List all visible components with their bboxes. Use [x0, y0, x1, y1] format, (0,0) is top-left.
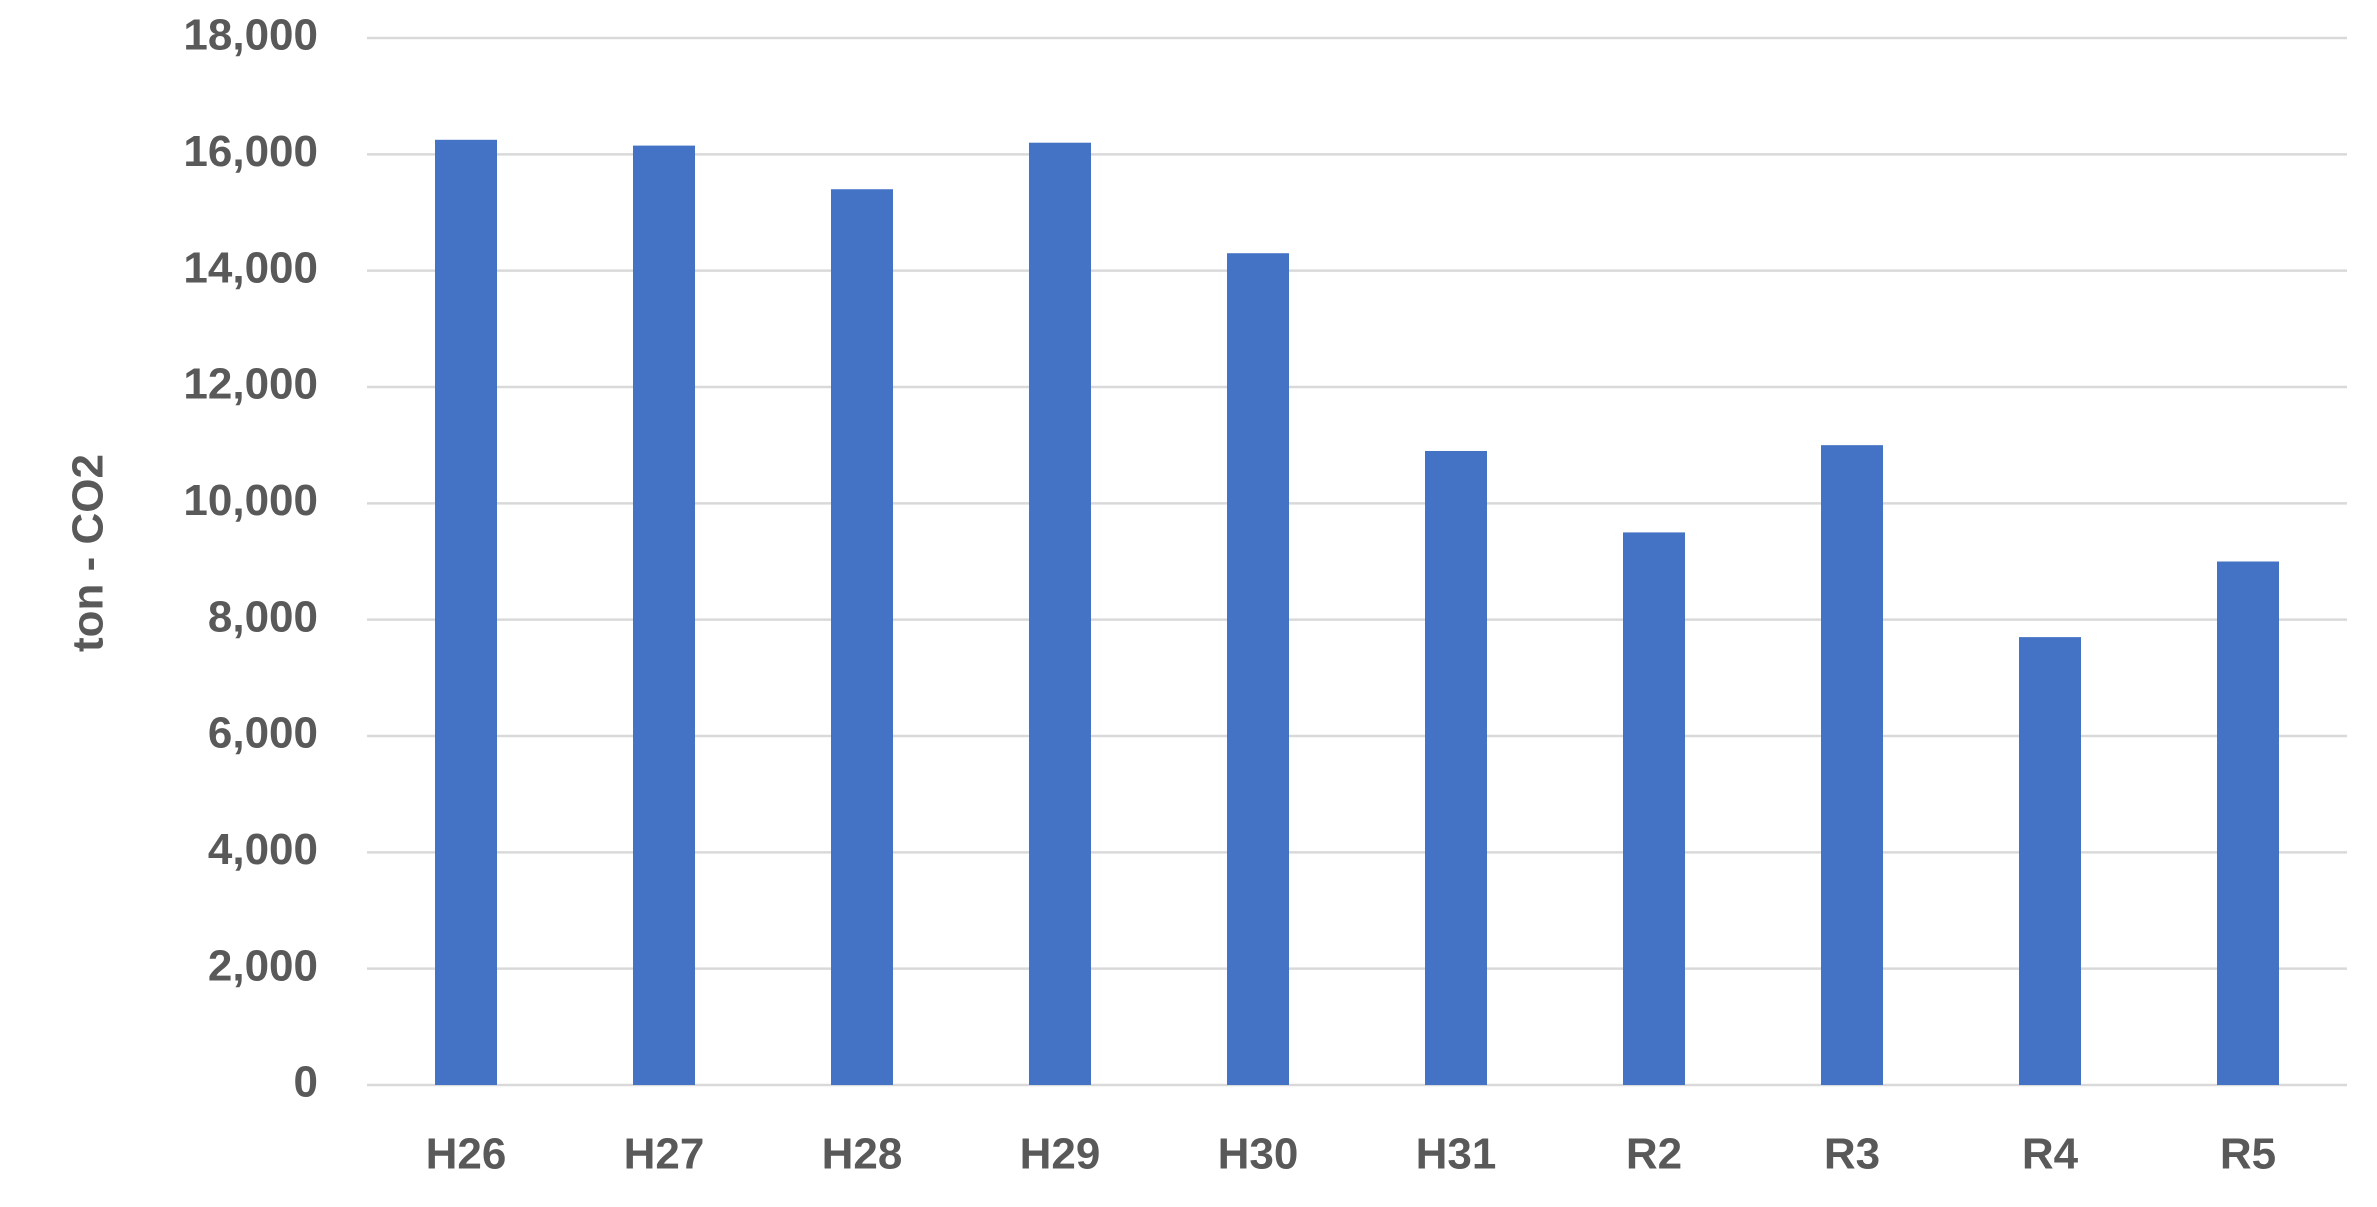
y-tick-label: 14,000: [183, 243, 318, 292]
y-tick-label: 10,000: [183, 476, 318, 525]
x-tick-label: H29: [1020, 1130, 1101, 1179]
bar: [1821, 445, 1883, 1086]
x-tick-label: R2: [1626, 1130, 1682, 1179]
bar: [633, 145, 695, 1085]
x-tick-label: H27: [624, 1130, 705, 1179]
y-tick-label: 16,000: [183, 127, 318, 176]
y-axis-label: ton - CO2: [64, 454, 113, 652]
x-tick-label: R3: [1824, 1130, 1880, 1179]
bar: [1029, 142, 1091, 1085]
x-tick-label: R5: [2220, 1130, 2276, 1179]
y-tick-label: 6,000: [208, 709, 318, 758]
x-tick-label: H30: [1218, 1130, 1299, 1179]
bar: [1623, 532, 1685, 1085]
x-tick-label: R4: [2022, 1130, 2079, 1179]
y-tick-label: 12,000: [183, 360, 318, 409]
y-tick-label: 4,000: [208, 825, 318, 874]
x-tick-label: H28: [822, 1130, 903, 1179]
y-tick-label: 18,000: [183, 11, 318, 60]
x-tick-label: H26: [426, 1130, 507, 1179]
bar: [2019, 637, 2081, 1085]
bar: [1425, 450, 1487, 1085]
bar: [831, 189, 893, 1085]
bar: [1227, 253, 1289, 1085]
y-tick-label: 0: [294, 1058, 318, 1107]
y-tick-label: 8,000: [208, 592, 318, 641]
bar: [435, 139, 497, 1085]
x-tick-label: H31: [1416, 1130, 1497, 1179]
bar: [2217, 561, 2279, 1085]
y-tick-label: 2,000: [208, 941, 318, 990]
